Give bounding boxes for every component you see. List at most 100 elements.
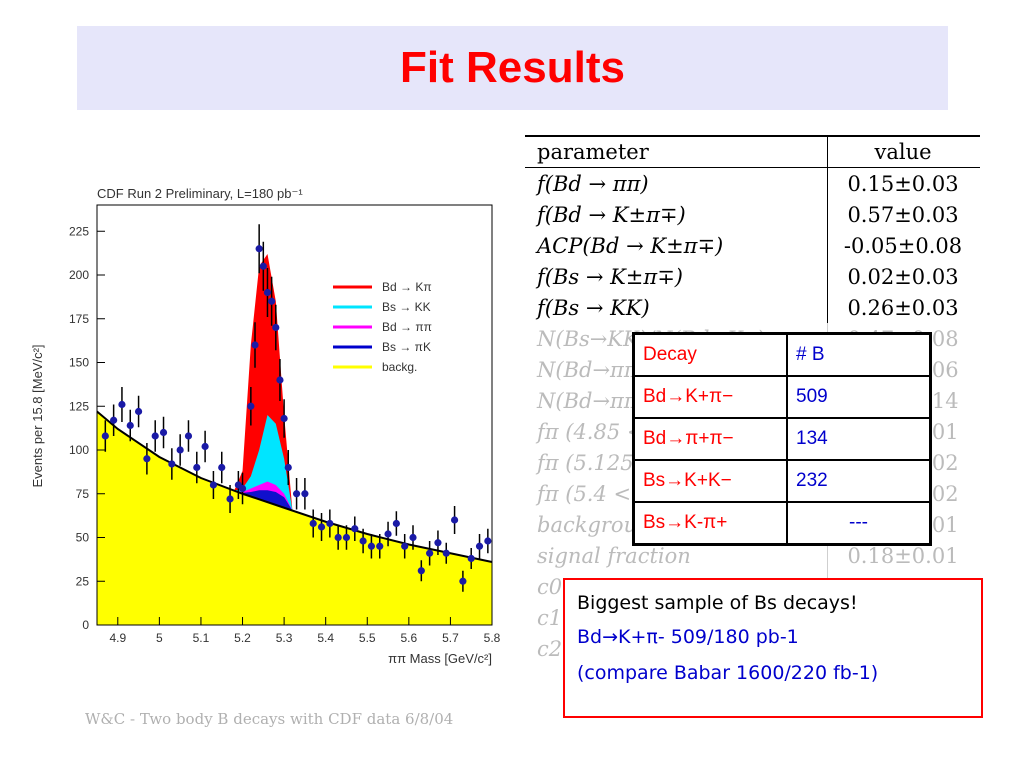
data-point: [301, 490, 309, 498]
data-point: [409, 533, 417, 542]
y-axis-label: Events per 15.8 [MeV/c²]: [30, 344, 45, 487]
data-point: [351, 525, 359, 533]
value-cell: 0.57±0.03: [827, 199, 978, 230]
highlight-note-box: Biggest sample of Bs decays! Bd→K+π- 509…: [563, 578, 983, 718]
y-tick-label: 200: [69, 268, 89, 282]
count-cell: 509: [786, 375, 932, 419]
data-point: [317, 523, 326, 531]
y-tick-label: 0: [82, 618, 89, 632]
data-point: [401, 542, 409, 550]
data-point: [376, 542, 384, 550]
value-cell: 0.18±0.01: [827, 540, 978, 571]
parameter-header: parameter: [537, 140, 649, 164]
parameter-cell: f(Bd → ππ): [537, 171, 649, 196]
data-point: [263, 288, 272, 297]
parameter-cell: f(Bd → K±π∓): [537, 202, 686, 227]
data-point: [367, 542, 376, 550]
legend-label: Bs → KK: [382, 300, 431, 314]
plot-frame: [96, 204, 493, 626]
count-header: # B: [786, 332, 932, 377]
legend-label: Bd → ππ: [382, 320, 432, 334]
count-cell: 232: [786, 459, 932, 503]
y-tick-label: 175: [69, 312, 89, 326]
x-tick-label: 5.8: [484, 631, 501, 645]
slide-title: Fit Results: [400, 43, 625, 92]
y-tick-label: 225: [69, 224, 89, 238]
parameter-cell: signal fraction: [537, 543, 691, 568]
data-point: [284, 463, 292, 472]
title-bar: Fit Results: [77, 26, 948, 110]
data-point: [259, 262, 267, 270]
decay-row: Bs→K-π+ ---: [632, 501, 932, 546]
data-point: [434, 539, 442, 547]
parameter-row: ACP(Bd → K±π∓) -0.05±0.08: [525, 230, 980, 261]
note-line-1: Biggest sample of Bs decays!: [577, 592, 858, 614]
parameter-table-header: parameter value: [525, 135, 980, 168]
x-tick-label: 5.4: [317, 631, 334, 645]
data-point: [184, 432, 193, 440]
data-point: [238, 484, 247, 493]
data-point: [272, 323, 280, 332]
x-axis-label: ππ Mass [GeV/c²]: [388, 651, 492, 666]
y-tick-label: 75: [76, 487, 90, 501]
decay-count-table: Decay # B Bd→K+π− 509 Bd→π+π− 134 Bs→K+K…: [632, 332, 932, 546]
data-point: [134, 407, 143, 416]
parameter-cell: c1: [537, 605, 563, 630]
data-point: [247, 402, 255, 410]
decay-row: Bd→π+π− 134: [632, 417, 932, 461]
data-point: [143, 455, 151, 463]
value-cell: 0.15±0.03: [827, 168, 978, 199]
data-point: [151, 432, 159, 440]
legend-label: Bd → Kπ: [382, 280, 432, 294]
background-fit-line: [96, 410, 493, 563]
data-point: [218, 463, 226, 472]
chart-legend: Bd → Kπ Bs → KK Bd → ππ Bs → πK backg.: [333, 280, 432, 374]
data-point: [417, 567, 425, 575]
data-point: [268, 297, 276, 305]
data-point: [359, 537, 367, 545]
parameter-row: f(Bs → K±π∓) 0.02±0.03: [525, 261, 980, 292]
y-tick-label: 50: [76, 531, 90, 545]
data-point: [126, 421, 134, 430]
decay-cell: Bd→K+π−: [632, 375, 788, 419]
faded-parameter-row: signal fraction 0.18±0.01: [525, 540, 980, 571]
parameter-cell: ACP(Bd → K±π∓): [537, 233, 724, 258]
data-point: [292, 490, 301, 498]
data-point: [226, 495, 234, 503]
data-point: [442, 549, 450, 557]
decay-cell: Bs→K-π+: [632, 501, 788, 546]
value-cell: 0.26±0.03: [827, 292, 978, 323]
data-point: [176, 446, 184, 454]
data-point: [309, 519, 317, 528]
note-line-3: (compare Babar 1600/220 fb-1): [577, 662, 879, 684]
data-point: [280, 414, 288, 423]
y-tick-label: 150: [69, 356, 89, 370]
value-cell: 0.02±0.03: [827, 261, 978, 292]
data-point: [334, 533, 342, 542]
x-tick-label: 5: [156, 631, 163, 645]
data-point: [384, 530, 392, 538]
decay-header: Decay: [632, 332, 788, 377]
data-point: [209, 481, 218, 489]
data-point: [342, 533, 351, 542]
value-header: value: [827, 137, 978, 167]
parameter-cell: f(Bs → KK): [537, 295, 650, 320]
data-point: [168, 460, 176, 468]
count-cell: 134: [786, 417, 932, 461]
data-point: [467, 554, 475, 563]
decay-cell: Bd→π+π−: [632, 417, 788, 461]
data-point: [255, 245, 263, 253]
parameter-cell: f(Bs → K±π∓): [537, 264, 683, 289]
y-tick-label: 100: [69, 443, 89, 457]
data-point: [484, 537, 492, 545]
data-point: [392, 519, 400, 528]
legend-label: Bs → πK: [382, 340, 431, 354]
decay-row: Bd→K+π− 509: [632, 375, 932, 419]
data-point: [101, 432, 109, 440]
footer-text: W&C - Two body B decays with CDF data 6/…: [85, 710, 454, 728]
note-line-2: Bd→K+π- 509/180 pb-1: [577, 626, 799, 648]
data-point: [159, 428, 168, 437]
decay-table-header: Decay # B: [632, 332, 932, 377]
data-point: [326, 519, 334, 528]
x-tick-label: 5.3: [276, 631, 293, 645]
